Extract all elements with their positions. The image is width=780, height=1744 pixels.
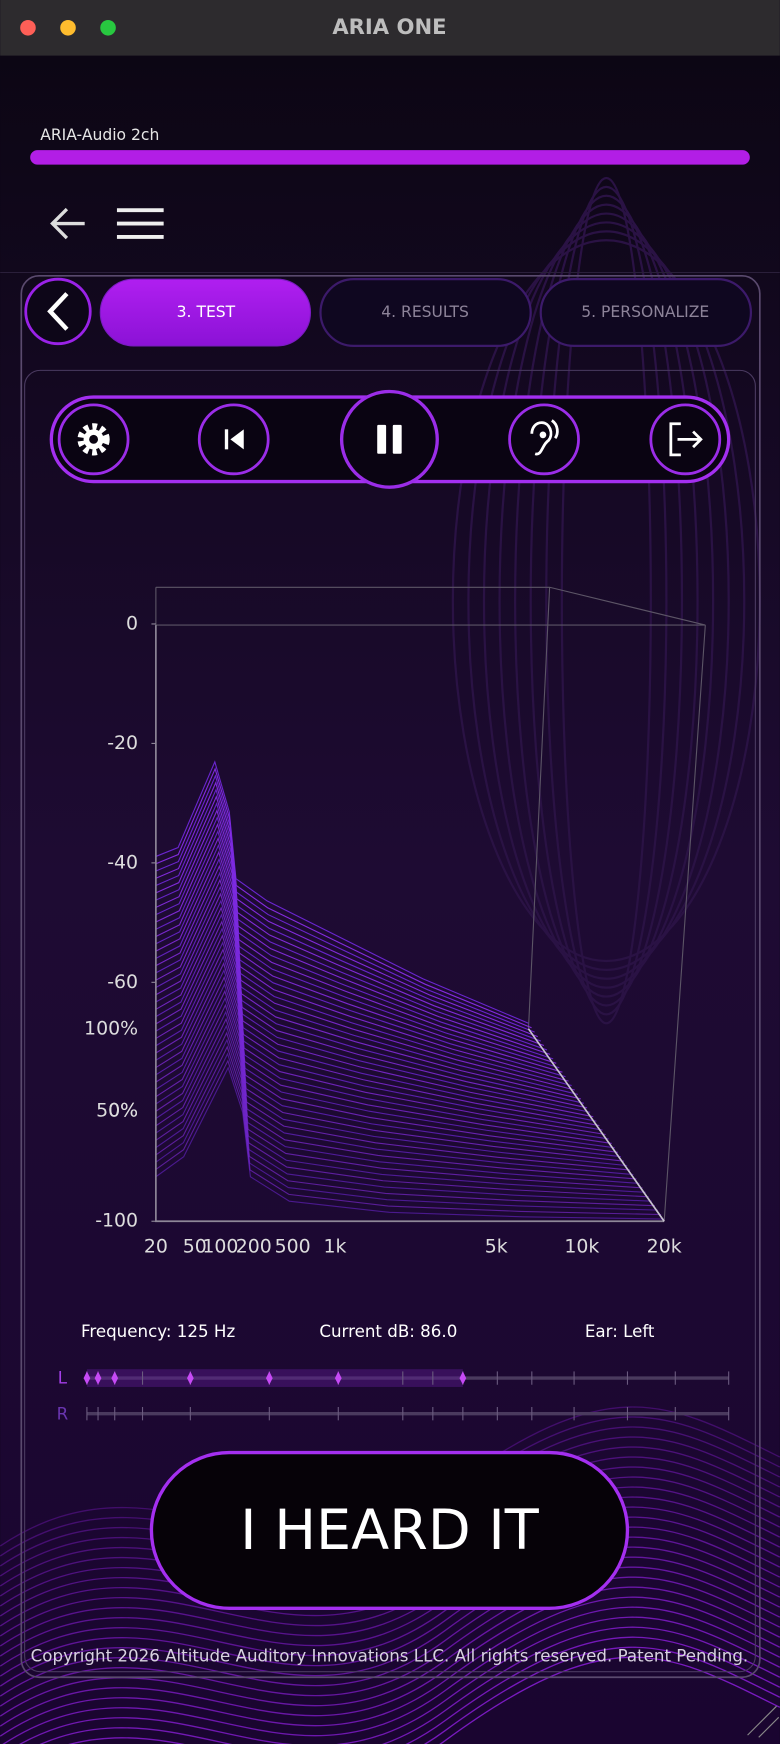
minimize-button[interactable] [60,20,76,36]
x-tick-label: 20k [647,1235,682,1257]
title-bar [0,0,780,56]
tab-personalize[interactable] [539,278,753,348]
tab-test[interactable] [99,278,312,347]
heard-it-button[interactable] [149,1450,630,1610]
z-tick-label: 100% [84,1017,138,1039]
channel-label: R [57,1404,69,1423]
hearing-button[interactable] [508,403,580,476]
db-readout: Current dB: 86.0 [319,1322,457,1341]
close-button[interactable] [20,20,36,36]
y-tick-label: -20 [107,732,138,754]
tab-label: 4. RESULTS [381,303,469,321]
footer: Copyright 2026 Altitude Auditory Innovat… [31,1647,749,1666]
ear-readout: Ear: Left [585,1322,655,1341]
chart-frame [155,586,706,1222]
wave [0,1526,780,1667]
inner-panel [24,369,756,1673]
x-tick-label: 500 [275,1235,311,1257]
resize-grip [747,1705,780,1738]
wave [482,221,730,980]
y-tick-label: -60 [107,971,138,993]
wave [0,1596,780,1737]
wave [0,1546,780,1687]
y-tick-label: -100 [95,1210,138,1232]
track-fill [86,1369,463,1387]
wave [423,1646,780,1744]
wave [0,1516,780,1657]
tab-back-button[interactable] [24,277,92,346]
wave [39,1626,780,1744]
wave [560,176,652,1025]
wave [68,1636,780,1744]
x-tick-label: 100 [202,1235,238,1257]
wave [2,1606,780,1744]
menu-icon[interactable] [116,208,164,239]
wave [514,203,699,998]
icons [77,419,703,457]
tab-label: 5. PERSONALIZE [581,303,709,321]
wave [0,1566,780,1707]
test-panel [20,275,761,1679]
waterfall-curve [155,1066,665,1220]
x-tick-label: 20 [144,1235,168,1257]
z-tick-label: 0% [108,1100,138,1122]
wave [498,212,715,989]
progress-tracks [83,1369,730,1421]
wave [0,1556,780,1697]
tab-label: 3. TEST [177,303,236,321]
channel-label: L [58,1369,68,1388]
chevron [47,292,69,331]
x-tick-label: 10k [564,1235,599,1257]
back-arrow[interactable] [50,207,85,240]
zoom-button[interactable] [100,20,116,36]
axis-line [527,1028,665,1222]
x-tick-label: 5k [485,1235,508,1257]
window-title: ARIA ONE [332,14,446,39]
wave [0,1586,780,1727]
pause-button[interactable] [339,389,439,489]
x-tick-label: 50 [183,1235,207,1257]
z-tick-label: 50% [96,1100,138,1122]
x-tick-label: 1k [323,1235,346,1257]
wave [545,185,668,1016]
tab-results[interactable] [319,278,532,348]
x-tick-label: 200 [236,1235,272,1257]
frequency-readout: Frequency: 125 Hz [81,1322,235,1341]
y-tick-label: 0 [126,612,138,634]
wave [19,1616,780,1744]
wave [0,1536,780,1677]
device-name: ARIA-Audio 2ch [40,126,159,144]
button-label: I HEARD IT [240,1498,540,1563]
wave [438,1656,780,1744]
y-tick-label: -40 [107,851,138,873]
wave [529,194,684,1007]
wave [467,230,746,971]
progress-bar [30,150,750,165]
